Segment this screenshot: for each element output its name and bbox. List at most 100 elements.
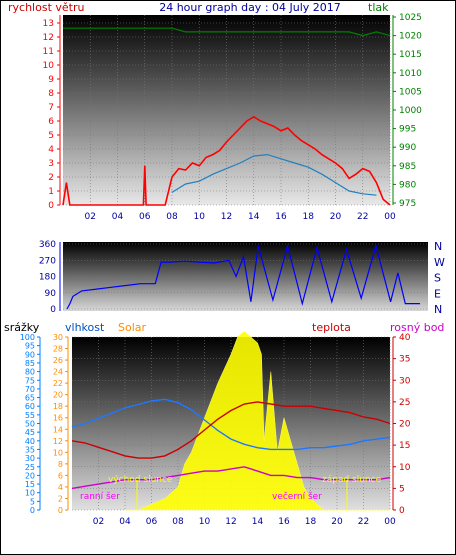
y-tick-label-rain-20: 20: [25, 471, 35, 480]
y-tick-label-rain-30: 30: [25, 454, 35, 463]
y-tick-label-temperature-15: 15: [399, 441, 410, 451]
x-axis-top: 02 04 06 08 10 12 14 16 18 20 22 00: [85, 212, 396, 222]
series-dewpoint-line: [71, 466, 391, 490]
series-wind-average-line: [171, 153, 377, 196]
plot-area-top: [63, 15, 390, 205]
y-tick-label-wind-8: 8: [48, 89, 54, 99]
sun-annotations: východ slunce západ slunce ranní šer več…: [80, 475, 382, 510]
y-axis-rain: 0510152025303540455055606570758085909510…: [20, 333, 41, 515]
y-tick-label-rain-10: 10: [25, 489, 35, 498]
y-tick-label-pressure-980: 980: [399, 180, 416, 190]
y-tick-label-rain-55: 55: [25, 411, 35, 420]
y-tick-label-wind-3: 3: [48, 159, 54, 169]
compass-label-s-2: S: [434, 272, 441, 285]
series-pressure-line: [63, 27, 391, 37]
x-tick-label-top-14: 14: [248, 212, 260, 222]
y-tick-label-humidity-12: 12: [53, 437, 63, 446]
y-tick-label-humidity-0: 0: [58, 506, 63, 515]
x-tick-label-bottom-02: 02: [93, 517, 104, 527]
y-tick-label-pressure-1010: 1010: [399, 69, 422, 79]
y-tick-label-humidity-18: 18: [53, 402, 63, 411]
series-temperature-line: [71, 401, 391, 459]
series-top: [62, 27, 391, 206]
y-tick-label-rain-60: 60: [25, 402, 35, 411]
compass-label-n-4: N: [434, 303, 442, 316]
solar-axis-title: Solar: [118, 321, 147, 334]
y-tick-label-pressure-975: 975: [399, 199, 416, 209]
y-tick-label-temperature-20: 20: [399, 420, 411, 430]
y-tick-label-rain-90: 90: [25, 350, 35, 359]
y-tick-label-rain-5: 5: [30, 497, 35, 506]
series-wind-line: [62, 115, 391, 206]
sunset-label: západ slunce: [322, 475, 382, 485]
x-tick-label-bottom-06: 06: [146, 517, 158, 527]
y-tick-label-humidity-28: 28: [53, 345, 63, 354]
y-axis-direction: 0 90 180 270 360: [39, 240, 61, 315]
x-tick-label-top-10: 10: [194, 212, 206, 222]
y-tick-label-humidity-24: 24: [53, 368, 63, 377]
y-tick-label-rain-40: 40: [25, 437, 35, 446]
y-tick-label-rain-95: 95: [25, 342, 35, 351]
y-tick-label-humidity-16: 16: [53, 414, 63, 423]
x-tick-label-top-08: 08: [166, 212, 178, 222]
series-solar-area: [125, 330, 390, 511]
y-tick-label-rain-0: 0: [30, 506, 35, 515]
compass-label-e-3: E: [434, 287, 441, 300]
y-tick-label-pressure-1005: 1005: [399, 87, 422, 97]
y-tick-label-humidity-8: 8: [58, 460, 63, 469]
x-tick-label-top-06: 06: [139, 212, 151, 222]
y-tick-label-wind-4: 4: [48, 145, 54, 155]
series-humidity-line: [71, 398, 391, 451]
y-tick-label-direction-360: 360: [39, 240, 56, 250]
x-tick-label-top-22: 22: [357, 212, 368, 222]
rain-axis-title: srážky: [4, 321, 40, 334]
y-tick-label-wind-1: 1: [48, 187, 54, 197]
y-tick-label-wind-2: 2: [48, 173, 54, 183]
y-tick-label-rain-75: 75: [25, 376, 35, 385]
y-tick-label-rain-15: 15: [25, 480, 35, 489]
y-tick-label-pressure-985: 985: [399, 162, 416, 172]
y-tick-label-temperature-25: 25: [399, 398, 410, 408]
wind-axis-title: rychlost větru: [8, 1, 84, 14]
y-tick-label-humidity-10: 10: [53, 448, 63, 457]
y-tick-label-humidity-26: 26: [53, 356, 63, 365]
series-bottom: [71, 330, 391, 511]
temperature-axis-title: teplota: [312, 321, 351, 334]
y-tick-label-wind-12: 12: [43, 33, 54, 43]
x-tick-label-bottom-12: 12: [225, 517, 236, 527]
y-tick-label-humidity-4: 4: [58, 483, 63, 492]
x-tick-label-bottom-00: 00: [384, 517, 396, 527]
y-tick-label-pressure-1020: 1020: [399, 32, 422, 42]
y-tick-label-temperature-0: 0: [399, 506, 405, 516]
evening-twilight-label: večerní šer: [272, 491, 322, 502]
x-tick-label-bottom-10: 10: [199, 517, 211, 527]
humidity-axis-title: vlhkost: [65, 321, 105, 334]
pressure-axis-title: tlak: [368, 1, 389, 14]
x-axis-bottom: 02 04 06 08 10 12 14 16 18 20 22 00: [93, 517, 396, 527]
x-tick-label-top-12: 12: [221, 212, 232, 222]
y-tick-label-direction-180: 180: [39, 273, 56, 283]
dewpoint-axis-title: rosný bod: [390, 321, 444, 334]
y-tick-label-direction-270: 270: [39, 256, 56, 266]
x-tick-label-top-02: 02: [85, 212, 96, 222]
x-tick-label-bottom-04: 04: [119, 517, 131, 527]
y-tick-label-rain-65: 65: [25, 394, 35, 403]
y-tick-label-temperature-10: 10: [399, 463, 411, 473]
grid-direction: [63, 243, 428, 310]
y-tick-label-pressure-1015: 1015: [399, 50, 422, 60]
y-tick-label-wind-5: 5: [48, 131, 54, 141]
y-tick-label-humidity-6: 6: [58, 471, 63, 480]
y-tick-label-wind-6: 6: [48, 117, 54, 127]
y-tick-label-rain-25: 25: [25, 463, 35, 472]
y-tick-label-temperature-30: 30: [399, 376, 411, 386]
y-tick-label-wind-9: 9: [48, 75, 54, 85]
y-tick-label-humidity-2: 2: [58, 494, 63, 503]
y-tick-label-humidity-30: 30: [53, 333, 63, 342]
x-tick-label-bottom-18: 18: [305, 517, 317, 527]
x-tick-label-bottom-22: 22: [358, 517, 369, 527]
compass-label-n-0: N: [434, 240, 442, 253]
